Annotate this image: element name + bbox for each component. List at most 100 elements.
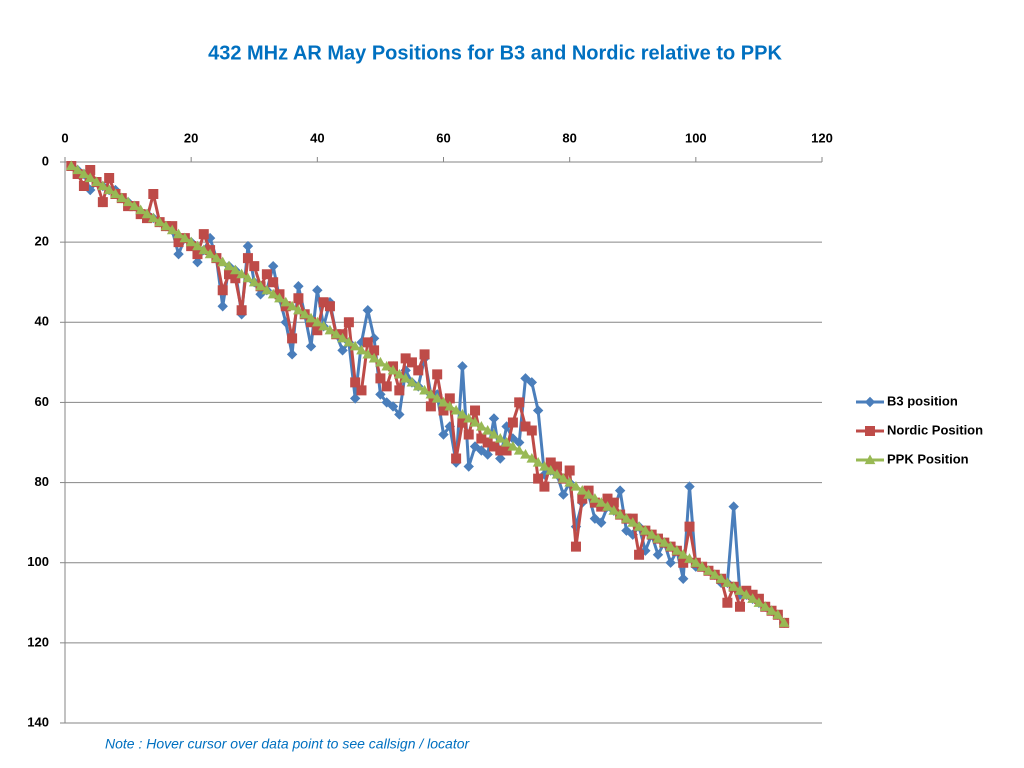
data-point xyxy=(570,541,581,552)
data-point xyxy=(129,200,140,211)
chart-title: 432 MHz AR May Positions for B3 and Nord… xyxy=(208,42,782,64)
data-point xyxy=(267,288,279,299)
data-point xyxy=(734,585,746,595)
data-point xyxy=(413,365,424,376)
data-point xyxy=(507,440,519,451)
data-point xyxy=(463,461,474,472)
data-point xyxy=(425,388,437,399)
data-point xyxy=(696,561,708,571)
data-point xyxy=(368,352,380,363)
data-point xyxy=(78,168,90,179)
data-point xyxy=(65,160,77,171)
data-point xyxy=(198,229,209,240)
data-point xyxy=(324,324,336,335)
data-point xyxy=(72,164,83,175)
data-point xyxy=(236,268,247,279)
data-point xyxy=(330,328,342,339)
data-point xyxy=(596,517,607,528)
data-point xyxy=(343,317,354,328)
data-point xyxy=(482,424,494,435)
x-tick-label: 120 xyxy=(811,130,833,145)
data-point xyxy=(381,360,393,371)
data-point xyxy=(387,364,399,375)
data-point xyxy=(248,276,260,287)
data-point xyxy=(633,521,645,531)
data-point xyxy=(305,341,317,352)
x-tick-label: 60 xyxy=(436,130,450,145)
data-point xyxy=(116,192,128,203)
data-point xyxy=(463,412,475,423)
data-point xyxy=(110,188,121,199)
data-point xyxy=(293,281,304,292)
data-point xyxy=(438,396,449,407)
data-point xyxy=(494,432,506,443)
data-point xyxy=(539,461,550,471)
data-point xyxy=(627,517,639,527)
data-point xyxy=(381,397,392,408)
data-point xyxy=(595,497,607,507)
data-point xyxy=(570,481,582,491)
data-point xyxy=(242,272,254,283)
data-point xyxy=(532,405,544,416)
y-tick-label: 60 xyxy=(35,394,49,409)
data-point xyxy=(444,393,455,404)
data-point xyxy=(488,413,500,424)
data-point xyxy=(564,477,576,487)
data-point xyxy=(678,573,689,584)
data-point xyxy=(476,420,487,431)
x-tick-label: 20 xyxy=(184,130,198,145)
data-point xyxy=(287,333,298,344)
data-point xyxy=(217,285,228,296)
data-point xyxy=(286,349,298,360)
data-point xyxy=(558,473,569,483)
data-point xyxy=(362,305,374,316)
data-point xyxy=(589,513,601,524)
data-point xyxy=(160,220,172,231)
data-point xyxy=(728,501,739,512)
data-point xyxy=(362,348,374,359)
data-point xyxy=(394,385,405,396)
data-point xyxy=(147,212,159,223)
y-tick-label: 80 xyxy=(35,474,49,489)
data-point xyxy=(552,461,563,472)
legend-label: Nordic Position xyxy=(887,422,983,437)
data-point xyxy=(135,204,147,215)
data-point xyxy=(305,312,317,323)
data-point xyxy=(211,252,222,263)
data-point xyxy=(97,197,108,208)
data-point xyxy=(356,385,367,396)
data-point xyxy=(103,184,115,195)
y-tick-label: 120 xyxy=(27,634,49,649)
data-point xyxy=(747,593,758,603)
data-point xyxy=(78,181,89,192)
data-point xyxy=(173,228,184,239)
legend-marker xyxy=(864,396,876,408)
data-point xyxy=(84,172,96,183)
data-point xyxy=(432,369,443,380)
data-point xyxy=(488,428,500,439)
data-point xyxy=(476,445,487,456)
data-point xyxy=(393,368,405,379)
data-point xyxy=(646,529,658,539)
data-point xyxy=(438,429,449,440)
data-point xyxy=(722,597,733,608)
note: Note : Hover cursor over data point to s… xyxy=(105,736,471,752)
data-point xyxy=(431,392,443,403)
data-point xyxy=(255,280,266,291)
y-tick-label: 0 xyxy=(42,153,49,168)
y-tick-label: 20 xyxy=(35,234,49,249)
data-point xyxy=(198,244,210,255)
data-point xyxy=(343,336,355,347)
data-point xyxy=(665,557,676,568)
data-point xyxy=(778,617,790,627)
legend-label: B3 position xyxy=(887,393,958,408)
data-point xyxy=(539,481,550,492)
data-point xyxy=(652,533,664,543)
data-point xyxy=(419,384,430,395)
data-point xyxy=(457,408,468,419)
x-tick-label: 80 xyxy=(562,130,576,145)
data-point xyxy=(394,409,405,420)
data-point xyxy=(349,393,361,404)
data-point xyxy=(766,605,777,615)
